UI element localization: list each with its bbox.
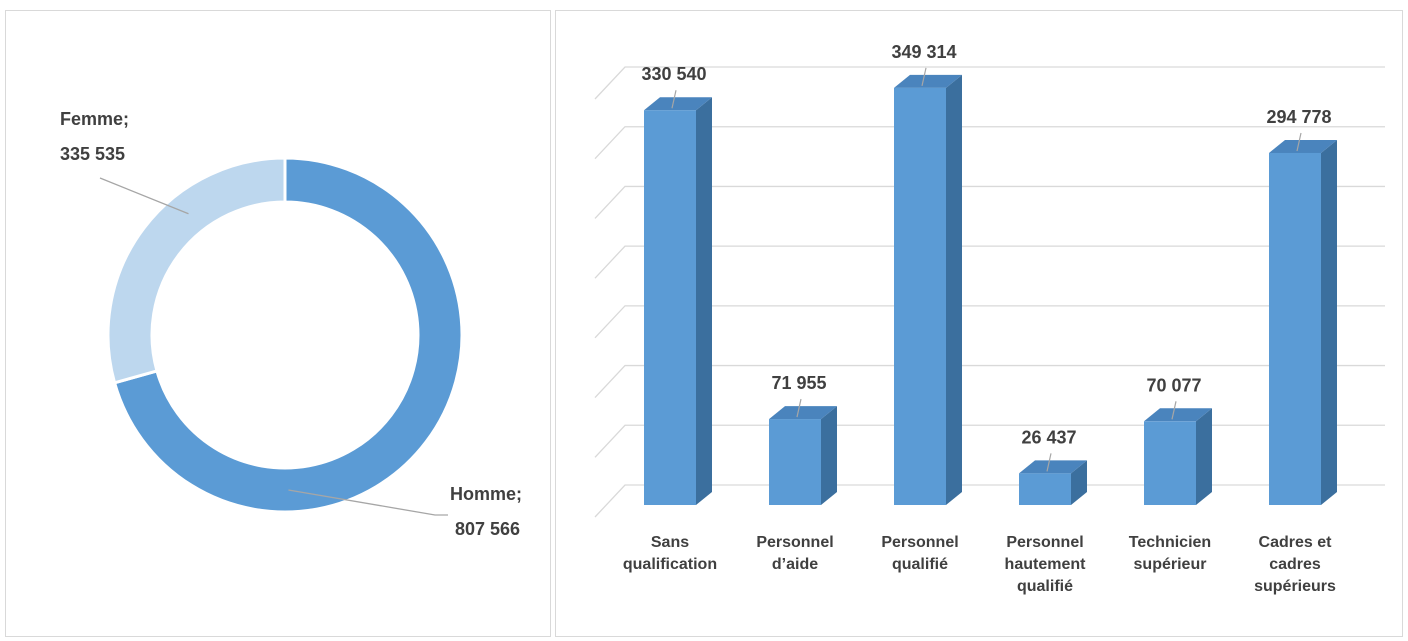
x-tick-label: Sans qualification	[622, 534, 718, 573]
leader-line	[288, 489, 448, 516]
x-tick-label: Cadres et cadres supérieurs	[1254, 534, 1336, 595]
leader-line	[1296, 132, 1302, 152]
grid-line	[594, 484, 1385, 518]
panel	[555, 10, 1403, 637]
category-label: Homme	[450, 484, 516, 504]
bar-side	[1321, 139, 1337, 505]
bar-side	[946, 74, 962, 506]
value-label: 71 955	[771, 373, 826, 393]
x-tick-label: Technicien supérieur	[1128, 534, 1212, 573]
leader-line	[99, 177, 189, 215]
bar-top	[1144, 408, 1212, 422]
bar	[1269, 152, 1321, 505]
bar-side	[821, 406, 837, 505]
leader-line	[796, 398, 802, 418]
value-label: 330 540	[641, 64, 706, 84]
leader-line	[671, 90, 677, 109]
value-label: 294 778	[1266, 107, 1331, 127]
bar-side	[696, 97, 712, 506]
value-label: 349 314	[891, 42, 956, 62]
grid-line	[594, 424, 1385, 458]
grid-line	[594, 305, 1385, 339]
separator: ;	[123, 109, 129, 129]
bar	[894, 87, 946, 506]
value-label: 70 077	[1146, 375, 1201, 395]
separator: ;	[516, 484, 522, 504]
grid-line	[594, 66, 1385, 100]
category-label: Femme	[60, 109, 123, 129]
grid-line	[594, 185, 1385, 219]
bar-top	[769, 406, 837, 420]
value-label: 807 566	[455, 519, 520, 539]
bar	[644, 110, 696, 506]
x-tick-label: Personnel qualifié	[881, 534, 959, 573]
value-label: 26 437	[1021, 427, 1076, 447]
donut-slice	[112, 156, 464, 514]
value-label: 335 535	[60, 144, 125, 164]
x-tick-label: Personnel d’aide	[756, 534, 834, 573]
bar	[1144, 421, 1196, 505]
leader-line	[921, 67, 927, 86]
grid-line	[594, 245, 1385, 279]
bar-side	[1196, 408, 1212, 505]
bar-top	[1019, 460, 1087, 474]
leader-line	[1171, 401, 1177, 420]
bar	[1019, 473, 1071, 505]
bar-side	[1071, 460, 1087, 505]
bar	[769, 419, 821, 505]
grid-line	[594, 364, 1385, 399]
bar-top	[644, 97, 712, 111]
data-label: Femme;	[60, 109, 129, 129]
panel	[5, 10, 551, 637]
x-tick-label: Personnel hautement qualifié	[1004, 534, 1086, 595]
bar-top	[894, 74, 962, 88]
donut-slice	[106, 156, 287, 385]
data-label: Homme;	[450, 484, 522, 504]
grid-line	[594, 126, 1385, 160]
leader-line	[1046, 453, 1052, 472]
bar-top	[1269, 139, 1337, 153]
